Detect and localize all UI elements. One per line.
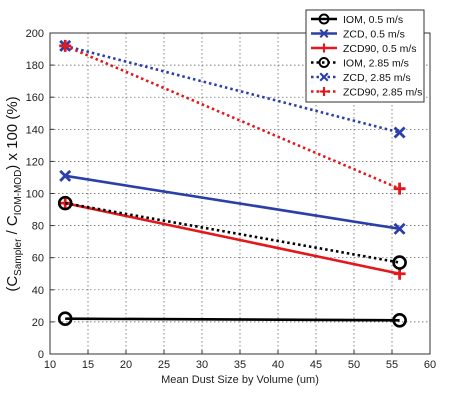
series-iom-2-85-m-s [57, 195, 407, 270]
plus-marker [393, 182, 406, 195]
y-axis-title-close: ) x 100 (%) [4, 96, 21, 169]
legend: IOM, 0.5 m/s ZCD, 0.5 m/s ZCD90, 0.5 m/s IO… [305, 9, 425, 103]
x-tick-label: 25 [158, 359, 170, 371]
circle-marker [57, 195, 73, 211]
legend-label: ZCD, 2.85 m/s [343, 72, 411, 84]
series-line [64, 201, 400, 276]
legend-entry: IOM, 2.85 m/s [311, 57, 409, 70]
legend-label: ZCD, 0.5 m/s [343, 29, 405, 41]
y-tick-label: 60 [32, 253, 44, 265]
series-layer [57, 39, 407, 328]
x-axis-title: Mean Dust Size by Volume (um) [161, 374, 319, 386]
x-marker [393, 222, 406, 235]
x-tick-label: 40 [272, 359, 284, 371]
series-zcd-0-5-m-s [59, 169, 406, 235]
legend-label: IOM, 2.85 m/s [343, 58, 409, 70]
y-tick-label: 20 [32, 317, 44, 329]
plus-marker [59, 39, 72, 52]
plus-marker [319, 87, 329, 96]
x-tick-label: 45 [310, 359, 322, 371]
y-tick-label: 120 [26, 156, 44, 168]
legend-entry: ZCD, 0.5 m/s [311, 29, 405, 41]
x-tick-label: 50 [348, 359, 360, 371]
x-tick-label: 15 [82, 359, 94, 371]
x-tick-label: 20 [120, 359, 132, 371]
x-tick-label: 30 [196, 359, 208, 371]
y-axis-title-mid: / C [4, 215, 21, 239]
circle-marker [318, 13, 330, 25]
series-line [64, 201, 400, 264]
x-marker [319, 72, 329, 82]
y-axis-ticks: 0 20 40 60 80 100 120 140 160 180 200 [26, 28, 54, 361]
y-tick-label: 180 [26, 60, 44, 72]
legend-entry: IOM, 0.5 m/s [311, 13, 403, 26]
x-marker [393, 126, 406, 139]
y-axis-title-open: (C [4, 276, 21, 292]
y-tick-label: 160 [26, 92, 44, 104]
y-tick-label: 200 [26, 28, 44, 40]
series-line [64, 44, 400, 134]
y-tick-label: 0 [38, 349, 44, 361]
legend-label: ZCD90, 0.5 m/s [343, 43, 417, 55]
y-tick-label: 80 [32, 221, 44, 233]
series-line [64, 44, 401, 190]
y-axis-title: (CSampler / CIOM-MOD) x 100 (%) [4, 96, 24, 291]
legend-box [305, 9, 425, 103]
x-tick-label: 10 [44, 359, 56, 371]
x-marker [59, 169, 72, 182]
legend-label: ZCD90, 2.85 m/s [343, 87, 422, 99]
y-axis-title-sub2: IOM-MOD [13, 170, 24, 216]
x-tick-label: 60 [424, 359, 436, 371]
x-axis-ticks: 10 15 20 25 30 35 40 45 50 55 60 [44, 350, 436, 371]
plus-marker [319, 43, 329, 53]
y-tick-label: 100 [26, 189, 44, 201]
circle-marker [392, 255, 407, 270]
series-line [64, 174, 400, 231]
circle-marker [392, 312, 407, 328]
circle-marker [57, 311, 73, 326]
series-zcd90-2-85-m-s [59, 39, 406, 195]
circle-marker [318, 57, 330, 68]
series-iom-0-5-m-s [57, 311, 407, 328]
y-tick-label: 40 [32, 285, 44, 297]
legend-entry: ZCD90, 0.5 m/s [311, 43, 417, 55]
legend-entry: ZCD90, 2.85 m/s [311, 87, 422, 99]
series-line [65, 317, 400, 322]
legend-label: IOM, 0.5 m/s [343, 14, 403, 26]
legend-entry: ZCD, 2.85 m/s [311, 72, 411, 84]
y-tick-label: 140 [26, 124, 44, 136]
x-tick-label: 35 [234, 359, 246, 371]
x-tick-label: 55 [386, 359, 398, 371]
x-marker [319, 29, 329, 38]
y-axis-title-sub1: Sampler [13, 238, 24, 276]
